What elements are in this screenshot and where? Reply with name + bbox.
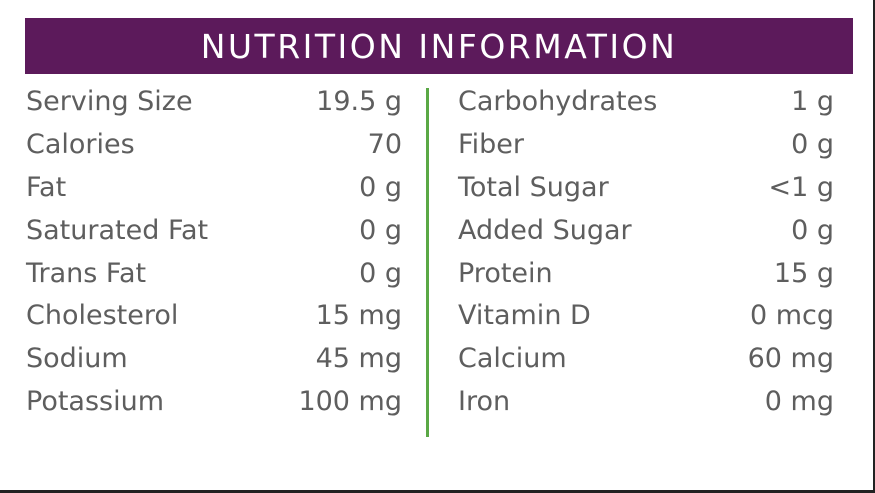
right-column: Carbohydrates 1 g Fiber 0 g Total Sugar <1 … (458, 80, 834, 423)
nutrient-value: 70 (367, 128, 402, 160)
nutrient-row: Serving Size 19.5 g (26, 80, 402, 123)
nutrient-value: 0 g (359, 257, 402, 289)
nutrient-value: 19.5 g (316, 85, 402, 117)
panel-title: NUTRITION INFORMATION (200, 26, 678, 66)
nutrient-value: 0 mcg (749, 300, 834, 332)
nutrient-value: 15 g (773, 257, 834, 289)
nutrient-label: Protein (458, 257, 553, 289)
nutrient-row: Potassium 100 mg (26, 380, 402, 423)
nutrient-row: Cholesterol 15 mg (26, 294, 402, 337)
nutrient-value: <1 g (768, 171, 834, 203)
nutrient-label: Cholesterol (26, 300, 179, 332)
nutrient-label: Trans Fat (26, 257, 147, 289)
nutrient-label: Calories (26, 128, 135, 160)
left-column: Serving Size 19.5 g Calories 70 Fat 0 g Sat… (26, 80, 402, 423)
column-divider (426, 88, 429, 437)
nutrient-label: Sodium (26, 343, 128, 375)
nutrient-value: 1 g (791, 85, 834, 117)
nutrient-row: Sodium 45 mg (26, 337, 402, 380)
nutrient-label: Fat (26, 171, 67, 203)
nutrient-label: Vitamin D (458, 300, 591, 332)
nutrient-value: 0 mg (764, 386, 834, 418)
nutrient-row: Fat 0 g (26, 166, 402, 209)
nutrient-value: 0 g (791, 214, 834, 246)
nutrient-row: Total Sugar <1 g (458, 166, 834, 209)
nutrient-row: Added Sugar 0 g (458, 209, 834, 252)
nutrient-label: Saturated Fat (26, 214, 209, 246)
nutrient-label: Carbohydrates (458, 85, 658, 117)
nutrient-row: Fiber 0 g (458, 123, 834, 166)
nutrient-value: 15 mg (315, 300, 402, 332)
nutrient-value: 0 g (359, 214, 402, 246)
nutrient-value: 0 g (359, 171, 402, 203)
nutrient-row: Vitamin D 0 mcg (458, 294, 834, 337)
nutrient-row: Calories 70 (26, 123, 402, 166)
nutrient-row: Saturated Fat 0 g (26, 209, 402, 252)
nutrient-row: Trans Fat 0 g (26, 252, 402, 295)
nutrient-label: Added Sugar (458, 214, 632, 246)
nutrient-value: 45 mg (315, 343, 402, 375)
nutrient-row: Protein 15 g (458, 252, 834, 295)
nutrient-row: Iron 0 mg (458, 380, 834, 423)
nutrient-label: Total Sugar (458, 171, 609, 203)
nutrient-label: Calcium (458, 343, 567, 375)
header-banner: NUTRITION INFORMATION (25, 18, 853, 74)
nutrient-row: Calcium 60 mg (458, 337, 834, 380)
nutrient-value: 60 mg (747, 343, 834, 375)
nutrient-row: Carbohydrates 1 g (458, 80, 834, 123)
nutrient-label: Serving Size (26, 85, 193, 117)
nutrient-value: 0 g (791, 128, 834, 160)
nutrient-label: Iron (458, 386, 511, 418)
nutrient-label: Fiber (458, 128, 524, 160)
nutrient-label: Potassium (26, 386, 165, 418)
nutrient-value: 100 mg (298, 386, 402, 418)
